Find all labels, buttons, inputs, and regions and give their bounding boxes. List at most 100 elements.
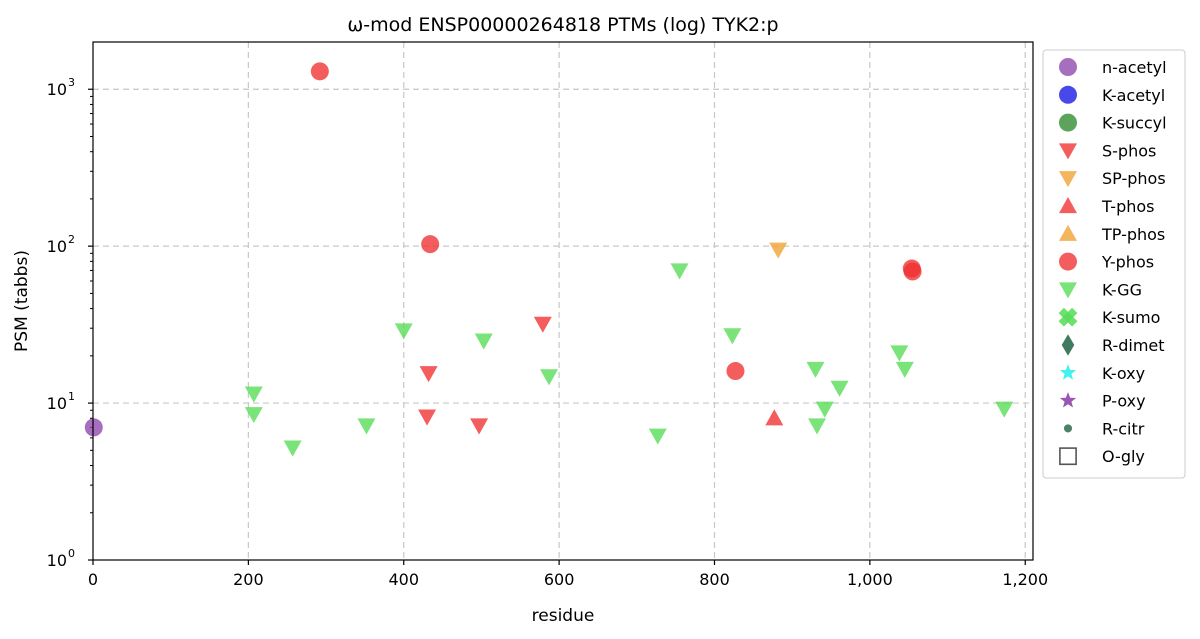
plot-frame bbox=[92, 41, 1034, 561]
legend-label: R-citr bbox=[1102, 419, 1145, 438]
legend-marker-y-phos bbox=[1059, 252, 1077, 271]
legend-label: K-sumo bbox=[1102, 308, 1160, 327]
data-point-k-gg bbox=[815, 401, 834, 418]
legend-marker-k-sumo bbox=[1058, 307, 1078, 327]
y-axis-label: PSM (tabbs) bbox=[12, 250, 32, 352]
x-tick-label: 200 bbox=[233, 570, 264, 589]
legend-marker-k-gg bbox=[1059, 282, 1077, 299]
legend-marker-r-citr bbox=[1063, 424, 1073, 433]
legend-marker-sp-phos bbox=[1059, 171, 1077, 188]
legend-marker-p-oxy bbox=[1059, 392, 1077, 408]
y-tick-label: 10 bbox=[47, 237, 67, 256]
y-tick-exponent: 3 bbox=[68, 76, 75, 89]
legend-label: R-dimet bbox=[1102, 336, 1165, 355]
legend-entry: Y-phos bbox=[1059, 252, 1154, 272]
data-point-k-gg bbox=[540, 369, 559, 386]
legend-label: K-acetyl bbox=[1102, 86, 1165, 105]
data-point-sp-phos bbox=[769, 242, 788, 259]
legend-marker-k-oxy bbox=[1059, 364, 1077, 380]
y-tick-exponent: 1 bbox=[68, 390, 75, 403]
data-point-s-phos bbox=[418, 409, 437, 426]
legend-label: Y-phos bbox=[1101, 253, 1154, 272]
data-point-k-gg bbox=[648, 428, 667, 445]
legend-entry: O-gly bbox=[1059, 447, 1145, 466]
x-tick-label: 1,200 bbox=[1002, 570, 1048, 589]
data-point-k-gg bbox=[357, 418, 376, 435]
y-tick-exponent: 2 bbox=[68, 233, 75, 246]
data-point-s-phos bbox=[419, 366, 438, 383]
legend-marker-n-acetyl bbox=[1059, 58, 1077, 76]
data-point-k-gg bbox=[723, 328, 742, 345]
data-point-n-acetyl bbox=[84, 418, 103, 437]
legend-label: n-acetyl bbox=[1102, 58, 1167, 77]
data-point-k-gg bbox=[808, 418, 827, 435]
data-point-k-gg bbox=[244, 386, 263, 403]
legend-marker-o-gly bbox=[1059, 447, 1077, 466]
data-point-k-gg bbox=[670, 263, 689, 280]
legend-entry: TP-phos bbox=[1059, 225, 1165, 244]
x-tick-label: 0 bbox=[88, 570, 98, 589]
legend-box bbox=[1042, 49, 1186, 479]
legend-entry: K-GG bbox=[1059, 280, 1142, 299]
data-point-k-gg bbox=[995, 401, 1014, 418]
data-point-y-phos bbox=[726, 362, 745, 381]
legend-entry: K-sumo bbox=[1058, 307, 1160, 327]
legend-marker-t-phos bbox=[1059, 197, 1077, 214]
legend-label: K-succyl bbox=[1102, 114, 1167, 133]
y-tick-label: 10 bbox=[47, 80, 67, 99]
legend-entry: K-succyl bbox=[1059, 113, 1167, 133]
x-tick-label: 600 bbox=[544, 570, 575, 589]
data-point-k-gg bbox=[244, 407, 263, 424]
legend-entry: K-acetyl bbox=[1059, 85, 1165, 105]
legend-marker-r-dimet bbox=[1061, 334, 1075, 356]
y-tick-exponent: 0 bbox=[68, 547, 75, 560]
legend-label: TP-phos bbox=[1101, 225, 1165, 244]
data-point-k-gg bbox=[283, 440, 302, 457]
legend-entry: n-acetyl bbox=[1059, 58, 1167, 77]
legend-entry: SP-phos bbox=[1059, 169, 1166, 188]
grid-lines bbox=[93, 42, 1033, 560]
legend-label: SP-phos bbox=[1102, 169, 1166, 188]
data-point-k-gg bbox=[895, 361, 914, 378]
x-axis-ticks: 0 200 400 600 800 1,000 1,200 bbox=[88, 560, 1048, 589]
data-point-k-gg bbox=[806, 361, 825, 378]
data-point-k-gg bbox=[890, 345, 909, 362]
legend-marker-tp-phos bbox=[1059, 224, 1077, 241]
x-tick-label: 800 bbox=[699, 570, 730, 589]
x-tick-label: 400 bbox=[388, 570, 419, 589]
y-tick-label: 10 bbox=[47, 394, 67, 413]
legend-entry: R-citr bbox=[1063, 419, 1145, 438]
legend-label: K-oxy bbox=[1102, 364, 1145, 383]
legend-entry: K-oxy bbox=[1059, 364, 1145, 383]
data-point-s-phos bbox=[533, 316, 552, 333]
data-point-y-phos bbox=[310, 62, 329, 81]
data-point-k-gg bbox=[830, 380, 849, 397]
data-point-t-phos bbox=[765, 409, 784, 426]
data-point-s-phos bbox=[470, 418, 489, 435]
legend-label: K-GG bbox=[1102, 280, 1142, 299]
data-point-y-phos bbox=[421, 235, 440, 254]
legend-label: S-phos bbox=[1102, 141, 1156, 160]
legend-label: O-gly bbox=[1102, 447, 1145, 466]
legend-marker-k-succyl bbox=[1059, 113, 1077, 132]
x-tick-label: 1,000 bbox=[847, 570, 893, 589]
data-point-k-gg bbox=[394, 323, 413, 340]
legend-entry: P-oxy bbox=[1059, 392, 1146, 411]
legend-label: P-oxy bbox=[1102, 392, 1146, 411]
legend-marker-s-phos bbox=[1059, 143, 1077, 160]
legend-entry: R-dimet bbox=[1061, 334, 1165, 356]
data-point-y-phos bbox=[903, 262, 922, 281]
legend-label: T-phos bbox=[1101, 197, 1155, 216]
legend-entry: S-phos bbox=[1059, 141, 1156, 160]
data-point-k-gg bbox=[474, 333, 493, 350]
data-points bbox=[84, 62, 1014, 457]
y-tick-label: 10 bbox=[47, 551, 67, 570]
legend: n-acetyl K-acetyl K-succyl S-phos SP-phos T-p… bbox=[1042, 49, 1186, 479]
x-axis-label: residue bbox=[532, 606, 595, 626]
chart-title: ω-mod ENSP00000264818 PTMs (log) TYK2:p bbox=[347, 14, 778, 36]
legend-entry: T-phos bbox=[1059, 197, 1155, 216]
legend-marker-k-acetyl bbox=[1059, 85, 1077, 104]
